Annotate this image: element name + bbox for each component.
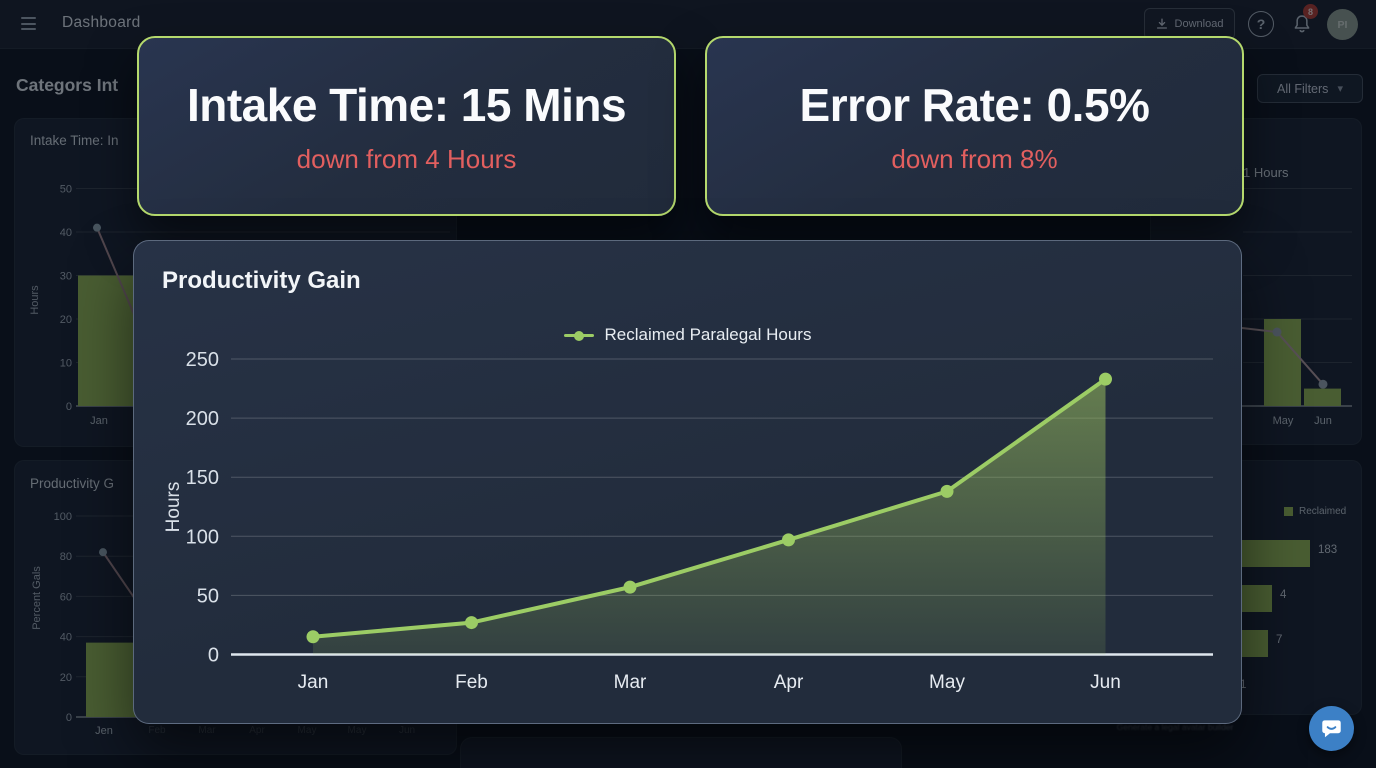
chat-bubble-icon (1322, 720, 1341, 738)
svg-text:May: May (929, 672, 965, 693)
svg-text:Jun: Jun (1090, 672, 1121, 693)
svg-text:Apr: Apr (774, 672, 804, 693)
svg-text:200: 200 (186, 408, 219, 430)
svg-text:0: 0 (208, 645, 219, 667)
stat-subtitle: down from 4 Hours (296, 143, 517, 174)
stat-title: Intake Time: 15 Mins (186, 78, 627, 131)
svg-text:Hours: Hours (163, 482, 184, 533)
svg-text:Jan: Jan (298, 672, 329, 693)
stat-title: Error Rate: 0.5% (799, 78, 1150, 131)
chart-legend: Reclaimed Paralegal Hours (134, 325, 1241, 345)
stat-card-intake-time: Intake Time: 15 Mins down from 4 Hours (137, 36, 676, 216)
svg-text:100: 100 (186, 526, 219, 548)
svg-text:150: 150 (186, 467, 219, 489)
stat-subtitle: down from 8% (891, 143, 1058, 174)
legend-line-dot-icon (563, 330, 594, 341)
svg-text:Feb: Feb (455, 672, 488, 693)
stat-card-error-rate: Error Rate: 0.5% down from 8% (705, 36, 1244, 216)
svg-text:250: 250 (186, 349, 219, 371)
productivity-gain-chart: 0 50 100 150 200 250 Hours Jan Feb Mar Apr May Jun (163, 349, 1213, 693)
legend-label: Reclaimed Paralegal Hours (604, 325, 812, 344)
svg-text:Mar: Mar (614, 672, 647, 693)
svg-text:50: 50 (197, 585, 219, 607)
chat-launcher-button[interactable] (1309, 706, 1354, 751)
chart-title: Productivity Gain (162, 267, 361, 294)
productivity-gain-card: Productivity Gain Reclaimed Paralegal Ho… (133, 240, 1242, 724)
